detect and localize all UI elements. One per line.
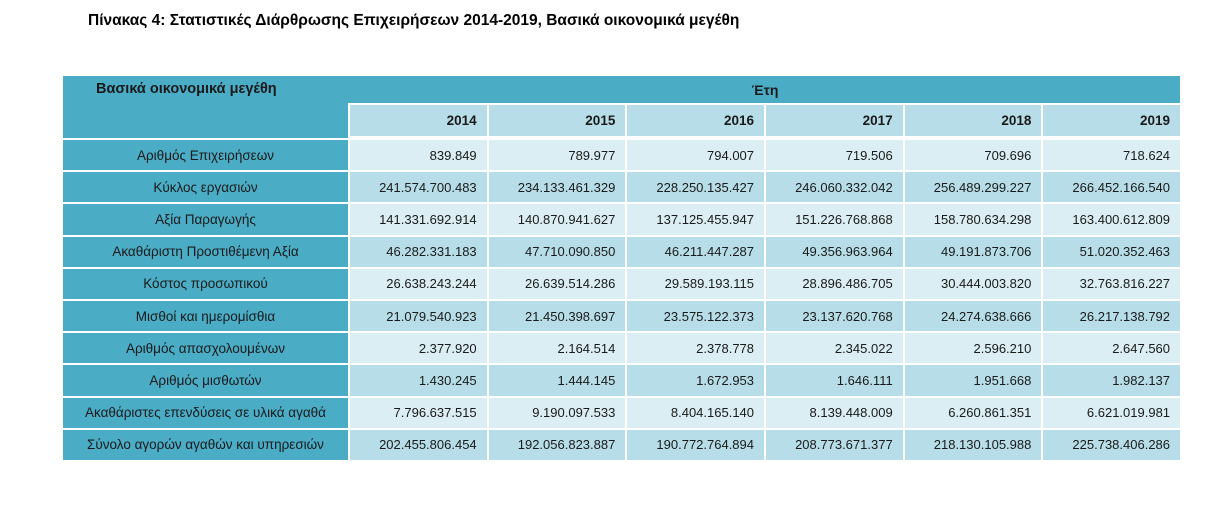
value-cell: 21.079.540.923 [350,300,487,332]
value-cell: 256.489.299.227 [904,172,1042,203]
row-label: Αριθμός Επιχειρήσεων [63,140,348,171]
table-row: Αριθμός μισθωτών 1.430.245 1.444.145 1.672.… [63,365,1181,396]
years-group-label: Έτη [751,81,779,98]
value-cell: 2.377.920 [350,333,487,364]
value-cell: 190.772.764.894 [627,429,765,460]
value-cell: 24.274.638.666 [904,300,1042,332]
year-header-2016: 2016 [627,105,765,136]
table-row: Αριθμός απασχολουμένων 2.377.920 2.164.514… [63,333,1181,364]
value-cell: 2.596.210 [904,333,1042,364]
value-cell: 8.139.448.009 [766,397,903,428]
value-cell: 202.455.806.454 [350,429,487,460]
value-cell: 246.060.332.042 [766,172,903,203]
statistics-table: Έτη Βασικά οικονομικά μεγέθη 2014 2015 2… [63,76,1181,460]
table-row: Αριθμός Επιχειρήσεων 839.849 789.977 794.00… [63,140,1181,171]
year-header-2015: 2015 [488,105,626,136]
value-cell: 1.951.668 [904,365,1042,396]
value-cell: 28.896.486.705 [766,268,903,299]
value-cell: 1.672.953 [627,365,765,396]
value-cell: 140.870.941.627 [488,204,626,235]
value-cell: 192.056.823.887 [488,429,626,460]
value-cell: 6.621.019.981 [1043,397,1181,428]
row-label: Μισθοί και ημερομίσθια [63,300,348,332]
corner-header: Βασικά οικονομικά μεγέθη [63,76,348,138]
value-cell: 46.211.447.287 [627,236,765,267]
value-cell: 29.589.193.115 [627,268,765,299]
value-cell: 208.773.671.377 [766,429,903,460]
value-cell: 26.217.138.792 [1043,300,1181,332]
value-cell: 46.282.331.183 [350,236,487,267]
value-cell: 32.763.816.227 [1043,268,1181,299]
value-cell: 6.260.861.351 [904,397,1042,428]
value-cell: 158.780.634.298 [904,204,1042,235]
value-cell: 709.696 [904,140,1042,171]
value-cell: 137.125.455.947 [627,204,765,235]
value-cell: 228.250.135.427 [627,172,765,203]
value-cell: 2.378.778 [627,333,765,364]
value-cell: 794.007 [627,140,765,171]
row-label: Αριθμός απασχολουμένων [63,333,348,364]
table-row: Κόστος προσωπικού 26.638.243.244 26.639.51… [63,268,1181,299]
table-row: Κύκλος εργασιών 241.574.700.483 234.133.46… [63,172,1181,203]
value-cell: 839.849 [350,140,487,171]
value-cell: 7.796.637.515 [350,397,487,428]
year-header-2014: 2014 [350,105,487,136]
row-label: Ακαθάριστες επενδύσεις σε υλικά αγαθά [63,397,348,428]
value-cell: 49.356.963.964 [766,236,903,267]
row-label: Σύνολο αγορών αγαθών και υπηρεσιών [63,429,348,460]
value-cell: 2.345.022 [766,333,903,364]
value-cell: 789.977 [488,140,626,171]
value-cell: 151.226.768.868 [766,204,903,235]
value-cell: 718.624 [1043,140,1181,171]
table-header: Έτη Βασικά οικονομικά μεγέθη 2014 2015 2… [63,76,1181,138]
row-label: Ακαθάριστη Προστιθέμενη Αξία [63,236,348,267]
value-cell: 1.430.245 [350,365,487,396]
value-cell: 47.710.090.850 [488,236,626,267]
table-row: Αξία Παραγωγής 141.331.692.914 140.870.941… [63,204,1181,235]
value-cell: 8.404.165.140 [627,397,765,428]
table-row: Ακαθάριστες επενδύσεις σε υλικά αγαθά 7.7… [63,397,1181,428]
value-cell: 23.137.620.768 [766,300,903,332]
value-cell: 1.982.137 [1043,365,1181,396]
value-cell: 1.646.111 [766,365,903,396]
year-header-2017: 2017 [766,105,903,136]
value-cell: 26.639.514.286 [488,268,626,299]
value-cell: 23.575.122.373 [627,300,765,332]
value-cell: 26.638.243.244 [350,268,487,299]
row-label: Αριθμός μισθωτών [63,365,348,396]
value-cell: 719.506 [766,140,903,171]
value-cell: 266.452.166.540 [1043,172,1181,203]
value-cell: 51.020.352.463 [1043,236,1181,267]
value-cell: 9.190.097.533 [488,397,626,428]
table-title: Πίνακας 4: Στατιστικές Διάρθρωσης Επιχει… [88,12,740,29]
years-header-row: 2014 2015 2016 2017 2018 2019 [350,105,1181,136]
value-cell: 234.133.461.329 [488,172,626,203]
row-label: Αξία Παραγωγής [63,204,348,235]
value-cell: 163.400.612.809 [1043,204,1181,235]
year-header-2018: 2018 [904,105,1042,136]
value-cell: 30.444.003.820 [904,268,1042,299]
value-cell: 2.164.514 [488,333,626,364]
value-cell: 225.738.406.286 [1043,429,1181,460]
value-cell: 1.444.145 [488,365,626,396]
value-cell: 2.647.560 [1043,333,1181,364]
table-rows: Αριθμός Επιχειρήσεων 839.849 789.977 794.00… [63,140,1181,460]
value-cell: 241.574.700.483 [350,172,487,203]
value-cell: 49.191.873.706 [904,236,1042,267]
row-label: Κόστος προσωπικού [63,268,348,299]
value-cell: 218.130.105.988 [904,429,1042,460]
table-row: Μισθοί και ημερομίσθια 21.079.540.923 21.4… [63,300,1181,332]
table-row: Ακαθάριστη Προστιθέμενη Αξία 46.282.331.1… [63,236,1181,267]
value-cell: 21.450.398.697 [488,300,626,332]
year-header-2019: 2019 [1043,105,1181,136]
table-row: Σύνολο αγορών αγαθών και υπηρεσιών 202.45… [63,429,1181,460]
value-cell: 141.331.692.914 [350,204,487,235]
row-label: Κύκλος εργασιών [63,172,348,203]
